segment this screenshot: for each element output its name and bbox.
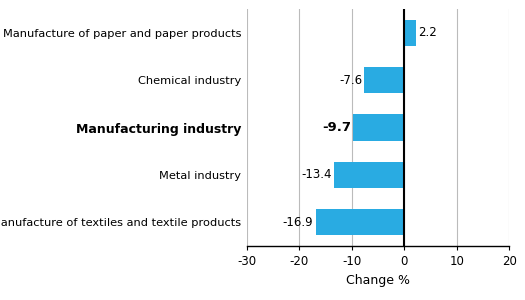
Text: -7.6: -7.6 (339, 74, 362, 87)
Bar (353, 115, 404, 140)
Bar (364, 67, 404, 93)
X-axis label: Change %: Change % (346, 274, 410, 286)
Text: -9.7: -9.7 (322, 121, 351, 134)
Text: 2.2: 2.2 (418, 26, 437, 39)
Bar (316, 209, 404, 235)
Text: -13.4: -13.4 (301, 168, 332, 182)
Bar (334, 162, 404, 188)
Text: -16.9: -16.9 (283, 216, 313, 229)
Bar (404, 20, 416, 46)
